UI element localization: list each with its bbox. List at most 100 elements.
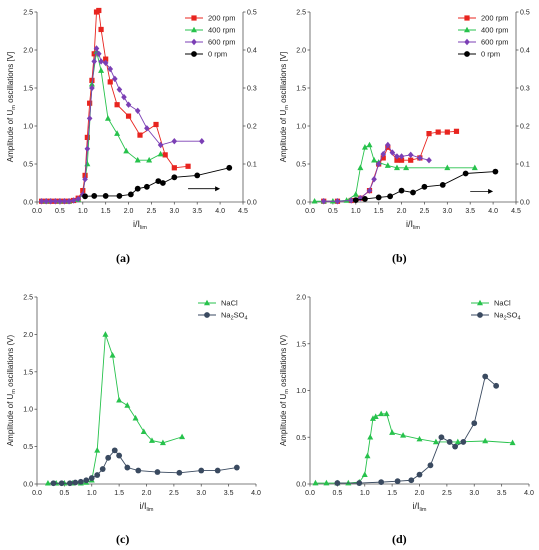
x-tick-label: 1.5 — [387, 490, 397, 497]
data-point — [371, 156, 378, 163]
data-point — [94, 472, 101, 478]
data-point — [83, 477, 90, 484]
y-tick-label: 2.5 — [296, 10, 306, 17]
data-point — [84, 145, 91, 152]
data-point — [471, 420, 478, 427]
data-point — [134, 107, 141, 114]
y2-tick-label: 0.4 — [247, 48, 257, 55]
legend-marker — [191, 15, 197, 21]
data-point — [179, 433, 186, 440]
data-point — [91, 193, 98, 199]
data-point — [352, 191, 359, 197]
data-point — [154, 469, 161, 475]
data-point — [89, 84, 95, 92]
data-point — [132, 414, 139, 421]
x-tick-label: 0.5 — [328, 208, 338, 215]
data-point — [66, 480, 73, 487]
y-tick-label: 2.5 — [23, 295, 33, 302]
data-point — [408, 157, 414, 163]
y-tick-label: 0.0 — [23, 200, 33, 207]
legend-marker — [204, 312, 210, 318]
data-point — [153, 121, 159, 128]
data-point — [334, 480, 341, 486]
data-point — [393, 164, 400, 171]
data-point — [378, 410, 385, 417]
x-tick-label: 2.5 — [442, 490, 452, 497]
data-point — [127, 191, 134, 198]
data-point — [114, 102, 120, 108]
x-tick-label: 2.5 — [420, 208, 430, 215]
data-point — [125, 101, 132, 108]
y-tick-label: 0.0 — [23, 482, 33, 489]
data-point — [94, 447, 101, 453]
data-point — [77, 478, 84, 485]
data-point — [146, 156, 153, 163]
data-point — [176, 469, 183, 476]
y-tick-label: 0.0 — [296, 200, 306, 207]
x-tick-label: 2.5 — [169, 490, 179, 497]
x-axis-label: i/Ilim — [139, 501, 153, 513]
chart-panel-c: 0.0 0.5 1.0 1.5 2.0 2.5 3.0 3.5 4.0 0.0 0.5 1.0 1.5 2… — [6, 295, 261, 514]
data-point — [462, 170, 469, 177]
data-point — [80, 188, 86, 194]
data-point — [320, 198, 327, 205]
x-tick-label: 1.5 — [374, 208, 384, 215]
legend-label: 600 rpm — [481, 38, 509, 47]
data-point — [311, 197, 318, 204]
data-point — [104, 115, 111, 121]
data-point — [50, 480, 57, 487]
data-point — [400, 432, 407, 438]
data-point — [509, 439, 516, 446]
data-point — [444, 129, 450, 135]
x-tick-label: 3.0 — [196, 490, 206, 497]
data-point — [114, 130, 121, 136]
x-tick-label: 4.0 — [215, 208, 225, 215]
data-point — [107, 79, 113, 85]
data-point — [159, 439, 166, 446]
data-point — [84, 134, 90, 140]
data-point — [155, 178, 162, 185]
data-point — [162, 152, 168, 158]
series-line — [46, 51, 161, 202]
x-tick-label: 1.0 — [87, 490, 97, 497]
x-tick-label: 3.5 — [497, 490, 507, 497]
x-tick-label: 0.0 — [32, 490, 42, 497]
data-point — [57, 198, 63, 205]
data-point — [444, 164, 451, 171]
data-point — [134, 185, 141, 192]
y-axis-label: Amplitude of Um oscillations (V) — [279, 335, 290, 447]
x-tick-label: 0.0 — [32, 208, 42, 215]
series-line — [355, 171, 496, 201]
y2-tick-label: 0.5 — [247, 10, 257, 17]
data-point — [148, 437, 155, 443]
x-tick-label: 3.5 — [465, 208, 475, 215]
data-point — [107, 65, 114, 73]
y-tick-label: 0.5 — [23, 162, 33, 169]
data-point — [123, 147, 130, 154]
y2-tick-label: 0.3 — [247, 86, 257, 93]
legend-label: NaCl — [494, 299, 511, 308]
data-point — [102, 59, 109, 67]
data-point — [432, 438, 439, 445]
y-tick-label: 0.5 — [23, 444, 33, 451]
data-point — [384, 162, 391, 168]
x-tick-label: 0.5 — [55, 208, 65, 215]
data-point — [171, 174, 178, 181]
legend-marker — [191, 38, 197, 46]
data-point — [426, 157, 432, 164]
data-point — [367, 433, 374, 440]
data-point — [111, 447, 118, 454]
panel-letter-d: (d) — [392, 532, 407, 546]
data-point — [357, 164, 364, 171]
data-point — [380, 150, 387, 158]
data-point — [492, 168, 499, 175]
data-point — [416, 435, 423, 442]
data-point — [98, 58, 104, 65]
y-axis-label: Amplitude of Um oscillations (V) — [6, 335, 17, 447]
data-point — [394, 478, 401, 485]
legend-label: 200 rpm — [481, 14, 509, 23]
data-point — [482, 437, 489, 444]
x-tick-label: 3.0 — [469, 490, 479, 497]
data-point — [116, 452, 123, 459]
data-point — [82, 176, 88, 183]
